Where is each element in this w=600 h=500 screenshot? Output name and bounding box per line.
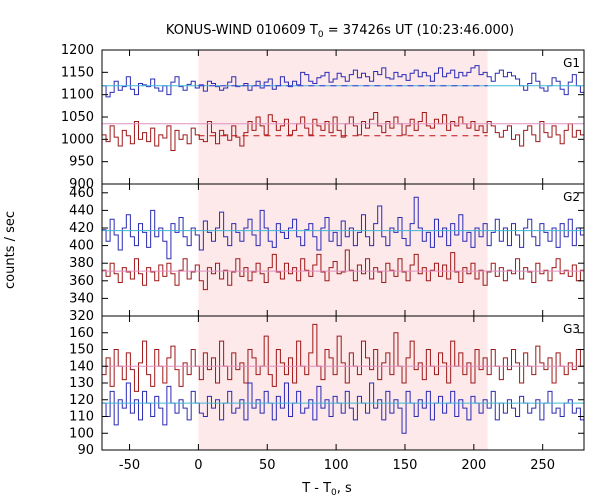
ytick-label-G3-90: 90 xyxy=(77,443,94,458)
xtick-label-100: 100 xyxy=(324,458,349,473)
x-axis-title: T - T0, s xyxy=(301,481,352,498)
ytick-label-G1-1100: 1100 xyxy=(61,88,94,103)
series-G3-red-line xyxy=(102,323,584,392)
chart-title: KONUS-WIND 010609 T0 = 37426s UT (10:23:… xyxy=(166,23,514,40)
ytick-label-G2-460: 460 xyxy=(69,186,94,201)
xtick-label-250: 250 xyxy=(530,458,555,473)
series-layer xyxy=(102,65,584,434)
ytick-label-G2-400: 400 xyxy=(69,239,94,254)
ytick-label-G1-900: 900 xyxy=(69,177,94,192)
xtick-label-50: 50 xyxy=(259,458,276,473)
xtick-label-200: 200 xyxy=(461,458,486,473)
ytick-label-G2-440: 440 xyxy=(69,203,94,218)
ytick-label-G3-150: 150 xyxy=(69,343,94,358)
ytick-label-G1-1050: 1050 xyxy=(61,110,94,125)
y-axis-title: counts / sec xyxy=(3,211,18,289)
ytick-label-G2-360: 360 xyxy=(69,274,94,289)
panel-label-G3: G3 xyxy=(563,322,580,336)
panel-G2-series xyxy=(102,196,584,291)
panel-label-G2: G2 xyxy=(563,190,580,204)
panel-G3-series xyxy=(102,323,584,434)
labels: 90095010001050110011501200G1320340360380… xyxy=(61,43,580,473)
series-G1-red-line xyxy=(102,112,584,151)
shaded-interval xyxy=(198,50,488,450)
panel-label-G1: G1 xyxy=(563,56,580,70)
ytick-label-G2-420: 420 xyxy=(69,221,94,236)
ytick-label-G1-1000: 1000 xyxy=(61,132,94,147)
series-G3-blue-line xyxy=(102,382,584,434)
axes-frame xyxy=(101,49,585,451)
ytick-label-G1-1150: 1150 xyxy=(61,65,94,80)
ytick-label-G3-110: 110 xyxy=(69,410,94,425)
ytick-label-G3-160: 160 xyxy=(69,326,94,341)
series-G1-blue-line xyxy=(102,65,584,98)
series-G2-red-line xyxy=(102,249,584,291)
xtick-label--50: -50 xyxy=(119,458,140,473)
ytick-label-G2-320: 320 xyxy=(69,309,94,324)
ytick-label-G1-1200: 1200 xyxy=(61,43,94,58)
ytick-label-G3-140: 140 xyxy=(69,359,94,374)
shaded-interval-rect xyxy=(198,50,488,450)
ytick-label-G2-340: 340 xyxy=(69,291,94,306)
xtick-label-150: 150 xyxy=(393,458,418,473)
ytick-label-G3-100: 100 xyxy=(69,426,94,441)
panel-G1-series xyxy=(102,65,584,151)
ytick-label-G3-130: 130 xyxy=(69,376,94,391)
ytick-label-G2-380: 380 xyxy=(69,256,94,271)
ytick-label-G3-120: 120 xyxy=(69,393,94,408)
xtick-label-0: 0 xyxy=(194,458,202,473)
ytick-label-G1-950: 950 xyxy=(69,155,94,170)
